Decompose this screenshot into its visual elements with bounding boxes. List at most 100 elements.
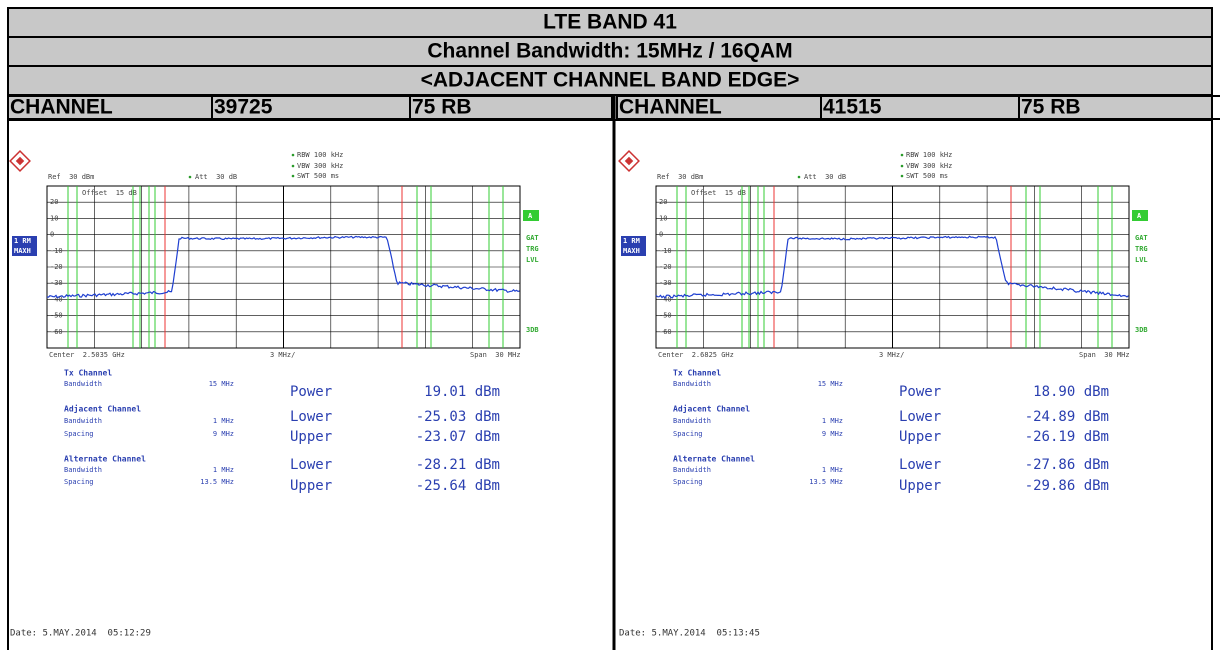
result: -25.03 dBm: [416, 409, 500, 425]
result: Adjacent Channel: [673, 404, 750, 414]
result: -24.89 dBm: [1025, 409, 1109, 425]
result: Lower: [290, 409, 332, 425]
trace-label: 1 RM: [14, 237, 31, 245]
span: Span 30 MHz: [1079, 351, 1130, 359]
result: -29.86 dBm: [1025, 478, 1109, 494]
result: 15 MHz: [209, 380, 234, 388]
channel-label: CHANNEL: [10, 96, 113, 119]
result: Power: [899, 384, 941, 400]
result: 13.5 MHz: [200, 478, 234, 486]
date: Date: 5.MAY.2014 05:12:29: [10, 629, 151, 639]
result: Bandwidth: [64, 466, 102, 474]
resource-blocks: 75 RB: [412, 96, 472, 119]
y-tick-label: -40: [659, 295, 672, 303]
result: 1 MHz: [822, 417, 843, 425]
trace: [655, 235, 1129, 300]
result: Upper: [899, 478, 941, 494]
result: 18.90 dBm: [1033, 384, 1109, 400]
y-tick-label: -40: [50, 295, 63, 303]
trace-label-box: [621, 246, 646, 256]
channel-cell: [409, 95, 613, 120]
div: 3 MHz/: [270, 351, 295, 359]
side-box: [1132, 210, 1148, 221]
y-tick-label: 20: [659, 198, 667, 206]
setting-dot: [900, 174, 904, 178]
result: -26.19 dBm: [1025, 429, 1109, 445]
channel-label: CHANNEL: [619, 96, 722, 119]
trace: [46, 235, 520, 299]
setting: SWT 500 ms: [297, 172, 339, 180]
ref-level: Ref 30 dBm: [657, 173, 703, 181]
result: 19.01 dBm: [424, 384, 500, 400]
channel-number: 41515: [823, 96, 882, 119]
setting: RBW 100 kHz: [906, 151, 952, 159]
result: -23.07 dBm: [416, 429, 500, 445]
attenuation: Att 30 dB: [195, 173, 237, 181]
trace-label: MAXH: [14, 247, 31, 255]
center-freq: Center 2.5035 GHz: [49, 351, 125, 359]
channel-cell: [1018, 95, 1220, 120]
setting: VBW 300 kHz: [906, 162, 952, 170]
y-tick-label: -60: [659, 328, 672, 336]
side-label: 3DB: [526, 326, 539, 334]
result: Bandwidth: [673, 380, 711, 388]
resource-blocks: 75 RB: [1021, 96, 1081, 119]
trace-label-box: [12, 246, 37, 256]
trace-label-box: [12, 236, 37, 246]
result: 1 MHz: [213, 466, 234, 474]
side-label: GAT: [526, 234, 539, 242]
y-tick-label: 20: [50, 198, 58, 206]
setting-dot: [900, 164, 904, 168]
side-label: LVL: [526, 256, 539, 264]
offset: Offset 15 dB: [691, 189, 746, 197]
ref-level: Ref 30 dBm: [48, 173, 94, 181]
result: Bandwidth: [64, 380, 102, 388]
result: 9 MHz: [822, 430, 843, 438]
header-band: [7, 7, 1213, 96]
result: Tx Channel: [64, 369, 112, 378]
result: Upper: [290, 429, 332, 445]
result: Lower: [899, 409, 941, 425]
title: LTE BAND 41: [543, 11, 677, 34]
y-tick-label: 0: [659, 231, 663, 239]
y-tick-label: -50: [50, 312, 63, 320]
trace-label: 1 RM: [623, 237, 640, 245]
setting: VBW 300 kHz: [297, 162, 343, 170]
result: -28.21 dBm: [416, 457, 500, 473]
result: Bandwidth: [673, 466, 711, 474]
div: 3 MHz/: [879, 351, 904, 359]
result: Lower: [290, 457, 332, 473]
setting: RBW 100 kHz: [297, 151, 343, 159]
y-tick-label: -60: [50, 328, 63, 336]
result: Spacing: [64, 430, 94, 438]
y-tick-label: 10: [659, 214, 667, 222]
result: -25.64 dBm: [416, 478, 500, 494]
result: Bandwidth: [64, 417, 102, 425]
setting-dot: [291, 153, 295, 157]
side-label: GAT: [1135, 234, 1148, 242]
result: 1 MHz: [822, 466, 843, 474]
y-tick-label: -20: [659, 263, 672, 271]
side-box: [523, 210, 539, 221]
side-label: LVL: [1135, 256, 1148, 264]
attenuation: Att 30 dB: [804, 173, 846, 181]
side-label: 3DB: [1135, 326, 1148, 334]
logo: [618, 150, 640, 172]
y-tick-label: -30: [50, 279, 63, 287]
side-label: TRG: [526, 245, 539, 253]
offset: Offset 15 dB: [82, 189, 137, 197]
logo: [9, 150, 31, 172]
result: 15 MHz: [818, 380, 843, 388]
side-label: A: [528, 212, 533, 220]
result: Power: [290, 384, 332, 400]
side-label: A: [1137, 212, 1142, 220]
result: Spacing: [64, 478, 94, 486]
y-tick-label: -50: [659, 312, 672, 320]
y-tick-label: 10: [50, 214, 58, 222]
setting-dot: [291, 164, 295, 168]
result: Alternate Channel: [673, 455, 755, 464]
result: Spacing: [673, 478, 703, 486]
center-freq: Center 2.6825 GHz: [658, 351, 734, 359]
y-tick-label: -30: [659, 279, 672, 287]
